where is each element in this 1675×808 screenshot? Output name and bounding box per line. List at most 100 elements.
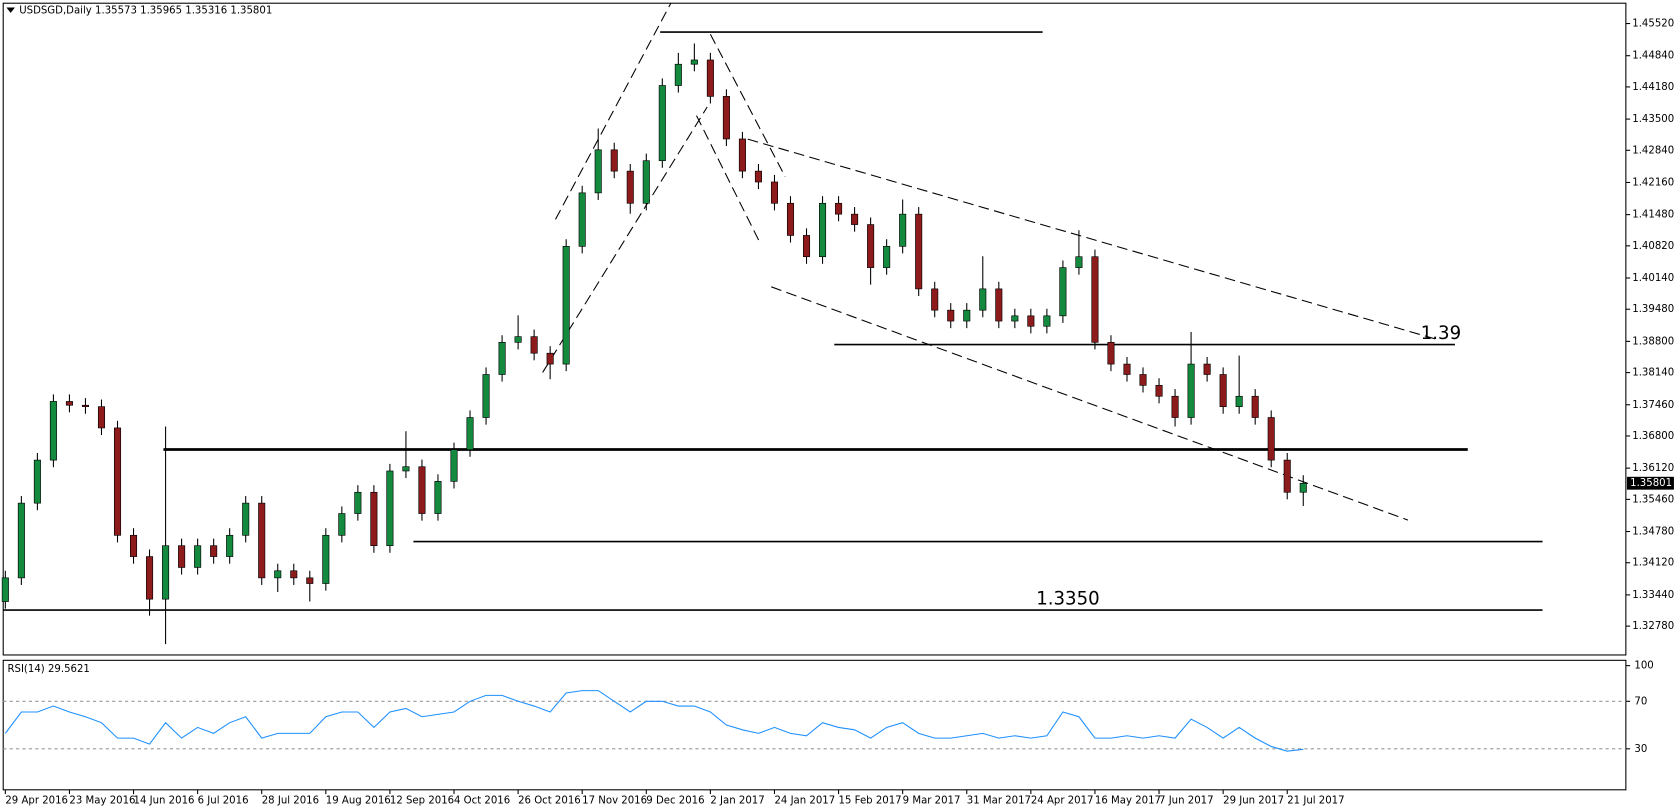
candle-body [274,570,282,579]
candle-body [851,213,859,225]
candle-body [1155,385,1163,397]
candle [178,538,186,575]
x-tick-label: 29 Jun 2017 [1223,796,1284,807]
candle-body [1091,256,1099,343]
candle-body [963,309,971,322]
last-price-label: 1.35801 [1630,478,1672,489]
candle-body [770,181,778,204]
x-tick-label: 2 Jan 2017 [710,796,764,807]
candle [418,459,426,521]
candle-body [226,534,234,557]
candle-body [1267,417,1275,461]
candle-body [626,170,634,204]
candle [851,207,859,232]
candle [81,398,89,414]
candle [194,538,202,575]
y-tick-label: 1.38140 [1632,368,1674,379]
candle [995,281,1003,329]
candle [1283,453,1291,500]
candle [722,89,730,147]
candle [802,228,811,264]
y-tick-label: 1.34120 [1632,558,1674,569]
candle [674,52,682,93]
candle [1107,335,1115,372]
x-tick-label: 17 Nov 2016 [582,796,647,807]
x-tick-label: 23 May 2016 [69,796,135,807]
candle [1155,378,1163,404]
candle-body [1011,315,1019,322]
y-tick-label: 1.43500 [1632,114,1674,125]
candle [1011,308,1019,329]
candle [915,207,923,296]
candle [146,549,154,616]
candle-body [1203,363,1211,375]
candle [658,78,666,168]
candle [97,399,106,436]
y-tick-label: 1.41480 [1632,210,1674,221]
candle-body [1075,256,1083,268]
candle-body [786,202,795,236]
candle-body [1139,374,1147,386]
candle [578,185,586,254]
candle [819,196,827,264]
y-tick-label: 1.39480 [1632,304,1674,315]
menu-arrow[interactable] [6,7,15,13]
x-tick-label: 21 Jul 2017 [1287,796,1344,807]
trend-line [542,106,708,373]
candle-body [883,245,891,268]
candle-body [1107,342,1115,365]
candle-body [514,336,522,343]
candle-body [386,470,394,547]
y-tick-label: 30 [1634,744,1647,755]
candle-body [754,170,762,183]
y-tick-label: 1.42160 [1632,177,1674,188]
candle [1171,389,1179,427]
candle-body [258,502,266,579]
candle-body [1043,315,1051,327]
candle [210,538,218,564]
candle-body [17,502,25,579]
candle-body [290,570,298,579]
price-panel-frame [2,2,1627,656]
candle [258,496,266,585]
x-tick-label: 14 Jun 2016 [134,796,195,807]
trend-line [696,115,762,245]
candle [1235,355,1243,414]
y-tick-label: 1.44180 [1632,82,1674,93]
trend-line [771,286,1409,521]
candle [17,496,25,585]
candle [530,329,538,361]
x-tick-label: 9 Mar 2017 [903,796,961,807]
candle-body [562,245,570,365]
candle-body [610,149,618,172]
candle-body [835,202,843,215]
candle-body [466,417,474,451]
candle [899,199,907,254]
y-tick-label: 1.36120 [1632,463,1674,474]
x-tick-label: 24 Jan 2017 [774,796,835,807]
candle [322,528,330,591]
candle [690,43,698,72]
candle [1075,230,1083,275]
rsi-title: RSI(14) 29.5621 [7,664,89,675]
candle [65,394,73,413]
candle-body [802,235,811,258]
candle-body [674,63,682,86]
y-tick-label: 1.44840 [1632,51,1674,62]
rsi-line [4,690,1304,752]
candle-body [546,352,554,365]
y-tick-label: 1.40820 [1632,241,1674,252]
x-tick-label: 28 Jul 2016 [262,796,319,807]
candle-body [658,85,666,162]
candle [450,442,458,489]
x-tick-label: 16 May 2017 [1095,796,1161,807]
candle [738,131,746,179]
candle [1187,331,1195,425]
candle [546,346,554,380]
y-tick-label: 100 [1634,661,1653,672]
candle [498,335,506,382]
trend-line [555,2,672,220]
candle-body [242,502,250,536]
